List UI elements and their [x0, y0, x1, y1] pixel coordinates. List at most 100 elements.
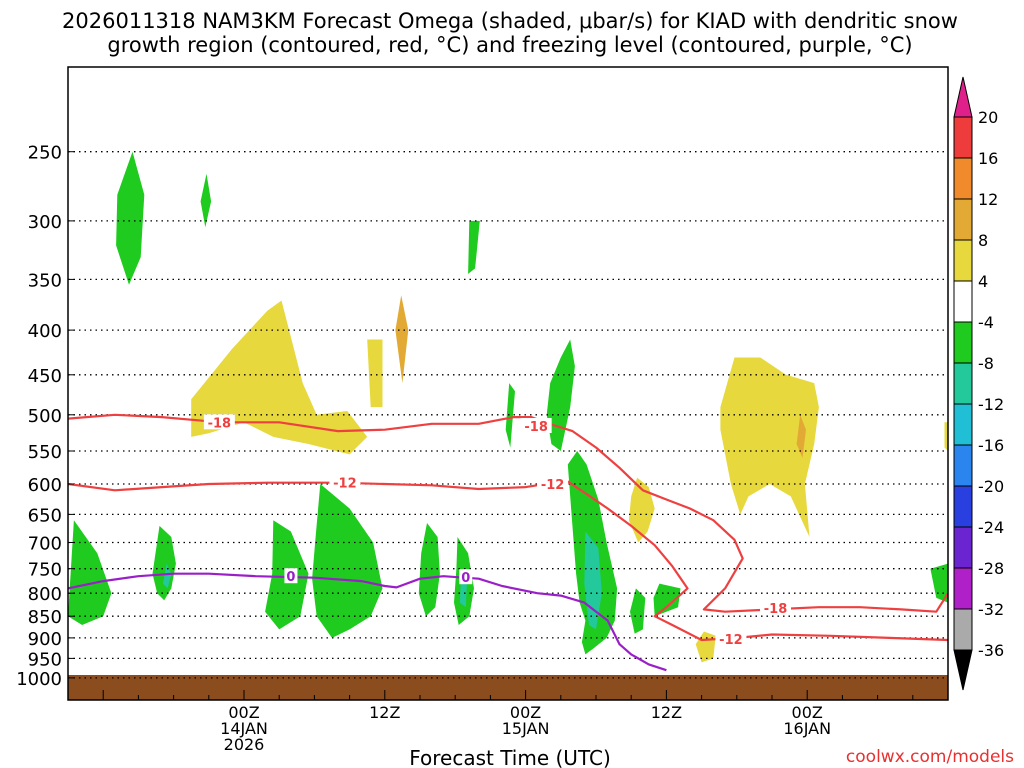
y-tick-label-900: 900 [28, 629, 62, 650]
colorbar-label-3: 8 [978, 231, 988, 250]
colorbar-label-6: -8 [978, 354, 994, 373]
y-tick-label-250: 250 [28, 143, 62, 164]
omega-region-ascent-lower-h [653, 583, 681, 617]
y-tick-label-450: 450 [28, 366, 62, 387]
freezing-level-0-label-bg-1 [284, 568, 298, 584]
dgz-top-minus18-label-1: -18 [208, 416, 232, 431]
temperature-contours: -18 -18 -18 -12 -12 -12 0 0 [68, 413, 948, 672]
dgz-top-minus18-label-bg-3 [760, 600, 792, 616]
dgz-bottom-minus12-label-3: -12 [719, 633, 743, 648]
colorbar-label-11: -28 [978, 559, 1004, 578]
colorbar-label-10: -24 [978, 518, 1004, 537]
y-tick-label-650: 650 [28, 505, 62, 526]
colorbar-label-7: -12 [978, 395, 1004, 414]
colorbar-label-1: 16 [978, 149, 998, 168]
omega-region-descent-core-b [796, 414, 806, 458]
y-tick-label-850: 850 [28, 607, 62, 628]
dgz-top-minus18-label-bg-1 [203, 414, 235, 430]
x-tick-label-36-1: 12Z [651, 703, 682, 722]
plot-frame [67, 66, 949, 701]
omega-region-ascent-lower-a [152, 525, 176, 601]
omega-region-ascent-upper-c [468, 220, 480, 274]
dgz-top-minus18-label-3: -18 [764, 602, 788, 617]
colorbar-bottom-arrow [953, 649, 973, 691]
dgz-bottom-minus12-label-bg-3 [715, 631, 747, 647]
colorbar-bin--36--32 [953, 608, 973, 651]
omega-region-descent-b [367, 339, 383, 408]
colorbar-bin--28--24 [953, 526, 973, 569]
pressure-gridlines [68, 151, 948, 679]
colorbar-bin--4-4 [953, 280, 973, 323]
colorbar-bin--12--8 [953, 362, 973, 405]
chart-title-line1: 2026011318 NAM3KM Forecast Omega (shaded… [62, 9, 958, 33]
colorbar-bin-4-8 [953, 239, 973, 282]
omega-region-descent-a [191, 300, 368, 455]
colorbar-bin--8--4 [953, 321, 973, 364]
freezing-level-0-label-2: 0 [461, 571, 470, 586]
dgz-bottom-minus12-label-bg-2 [537, 475, 569, 491]
x-tick-label-24-2: 15JAN [502, 719, 550, 738]
omega-region-ascent-lower-b [68, 520, 112, 625]
chart-title-line2: growth region (contoured, red, °C) and f… [107, 33, 912, 57]
y-tick-label-350: 350 [28, 270, 62, 291]
colorbar-label-13: -36 [978, 641, 1004, 660]
omega-region-ascent-mid-a [505, 383, 515, 448]
y-tick-label-500: 500 [28, 406, 62, 427]
y-tick-label-700: 700 [28, 534, 62, 555]
colorbar-bin-16-20 [953, 116, 973, 159]
omega-region-ascent-upper-a [116, 151, 145, 285]
dgz-bottom-minus12-label-1: -12 [333, 477, 357, 492]
watermark: coolwx.com/models [846, 747, 1014, 767]
x-axis-label: Forecast Time (UTC) [409, 746, 611, 768]
y-tick-label-550: 550 [28, 442, 62, 463]
colorbar: 20 16 12 8 4 -4 -8 -12 -16 -20 -24 -28 -32 -36 [953, 76, 1004, 691]
pressure-axis: 2503003504004505005506006507007508008509… [16, 143, 74, 690]
x-tick-label-0-2: 14JAN [220, 719, 268, 738]
colorbar-bin--20--16 [953, 444, 973, 487]
colorbar-label-12: -32 [978, 600, 1004, 619]
x-tick-label-48-2: 16JAN [783, 719, 831, 738]
colorbar-bin--32--28 [953, 567, 973, 610]
omega-region-descent-d [628, 477, 655, 543]
x-tick-label-12-1: 12Z [369, 703, 400, 722]
y-tick-label-1000: 1000 [16, 669, 62, 690]
omega-region-descent-right-edge [944, 422, 948, 451]
colorbar-label-8: -16 [978, 436, 1004, 455]
y-tick-label-800: 800 [28, 584, 62, 605]
omega-region-ascent-lower-g [630, 588, 646, 634]
omega-region-ascent-lower-f [418, 523, 440, 617]
colorbar-bin--16--12 [953, 403, 973, 446]
omega-region-descent-core-a [395, 295, 409, 384]
colorbar-label-5: -4 [978, 313, 994, 332]
colorbar-bin-12-16 [953, 157, 973, 200]
colorbar-label-2: 12 [978, 190, 998, 209]
freezing-level-0-label-1: 0 [286, 570, 295, 585]
colorbar-bin-8-12 [953, 198, 973, 241]
colorbar-label-4: 4 [978, 272, 988, 291]
omega-region-descent-c [720, 357, 819, 537]
x-tick-label-0-1: 00Z [228, 703, 259, 722]
freezing-level-0-label-bg-2 [459, 569, 473, 585]
freezing-level-0-line [68, 572, 667, 672]
dgz-top-minus18-label-bg-2 [520, 418, 552, 434]
dgz-bottom-minus12-label-2: -12 [541, 478, 565, 493]
x-tick-label-24-1: 00Z [510, 703, 541, 722]
y-tick-label-300: 300 [28, 212, 62, 233]
dgz-bottom-minus12-label-bg-1 [329, 474, 361, 490]
omega-region-ascent-mid-b [546, 339, 575, 451]
omega-region-ascent-upper-b [200, 173, 212, 228]
colorbar-bin--24--20 [953, 485, 973, 528]
ground-surface [68, 675, 948, 700]
colorbar-label-0: 20 [978, 108, 998, 127]
omega-region-ascent-lower-c [312, 484, 383, 638]
y-tick-label-600: 600 [28, 475, 62, 496]
y-tick-label-750: 750 [28, 560, 62, 581]
omega-shading [68, 151, 948, 663]
x-tick-label-48-1: 00Z [792, 703, 823, 722]
y-tick-label-400: 400 [28, 321, 62, 342]
x-tick-label-0-3: 2026 [224, 735, 265, 754]
y-tick-label-950: 950 [28, 649, 62, 670]
